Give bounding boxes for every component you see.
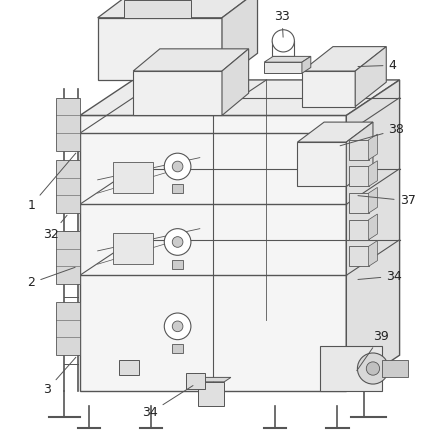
Polygon shape bbox=[222, 0, 258, 80]
Circle shape bbox=[172, 161, 183, 172]
Polygon shape bbox=[302, 56, 311, 73]
Circle shape bbox=[357, 353, 388, 384]
Bar bbox=[172, 344, 183, 353]
Bar bbox=[80, 115, 346, 391]
Polygon shape bbox=[369, 187, 377, 213]
Polygon shape bbox=[297, 142, 346, 186]
Bar bbox=[172, 184, 183, 193]
Text: 32: 32 bbox=[44, 215, 67, 241]
Polygon shape bbox=[369, 241, 377, 266]
Polygon shape bbox=[346, 80, 400, 391]
Bar bbox=[349, 220, 369, 240]
Circle shape bbox=[366, 362, 380, 375]
Bar bbox=[320, 346, 382, 391]
Bar bbox=[113, 233, 153, 264]
Polygon shape bbox=[369, 161, 377, 186]
Polygon shape bbox=[297, 122, 373, 142]
Text: 3: 3 bbox=[44, 357, 76, 396]
Text: 1: 1 bbox=[28, 153, 76, 212]
Bar bbox=[349, 166, 369, 186]
Polygon shape bbox=[98, 0, 258, 18]
Bar bbox=[382, 360, 408, 377]
Polygon shape bbox=[264, 56, 311, 62]
Bar bbox=[113, 162, 153, 193]
Bar bbox=[56, 231, 80, 284]
Polygon shape bbox=[369, 214, 377, 240]
Polygon shape bbox=[198, 377, 231, 382]
Bar bbox=[56, 302, 80, 355]
Text: 34: 34 bbox=[142, 385, 193, 420]
Polygon shape bbox=[355, 47, 386, 107]
Polygon shape bbox=[222, 49, 249, 115]
Polygon shape bbox=[80, 80, 400, 115]
Text: 39: 39 bbox=[357, 329, 388, 371]
Bar bbox=[124, 0, 191, 18]
Circle shape bbox=[164, 229, 191, 255]
Bar bbox=[56, 98, 80, 151]
Bar bbox=[172, 260, 183, 269]
Bar bbox=[264, 62, 302, 73]
Bar bbox=[349, 246, 369, 266]
Bar bbox=[133, 71, 222, 115]
Bar bbox=[349, 193, 369, 213]
Text: 2: 2 bbox=[28, 267, 75, 289]
Text: 37: 37 bbox=[358, 194, 416, 207]
Bar bbox=[302, 71, 355, 107]
Text: 38: 38 bbox=[340, 123, 404, 146]
Text: 34: 34 bbox=[358, 270, 402, 283]
Bar bbox=[349, 140, 369, 160]
Circle shape bbox=[164, 313, 191, 340]
Text: 4: 4 bbox=[358, 59, 396, 72]
Bar bbox=[56, 160, 80, 213]
Circle shape bbox=[272, 30, 294, 52]
Circle shape bbox=[164, 153, 191, 180]
Bar bbox=[119, 360, 139, 375]
Circle shape bbox=[172, 237, 183, 247]
Bar bbox=[186, 373, 205, 388]
Bar bbox=[198, 382, 224, 406]
Polygon shape bbox=[133, 49, 249, 71]
Polygon shape bbox=[346, 122, 373, 186]
Polygon shape bbox=[369, 134, 377, 160]
Text: 33: 33 bbox=[274, 10, 290, 37]
Circle shape bbox=[172, 321, 183, 332]
Polygon shape bbox=[302, 47, 386, 71]
Bar bbox=[98, 18, 222, 80]
